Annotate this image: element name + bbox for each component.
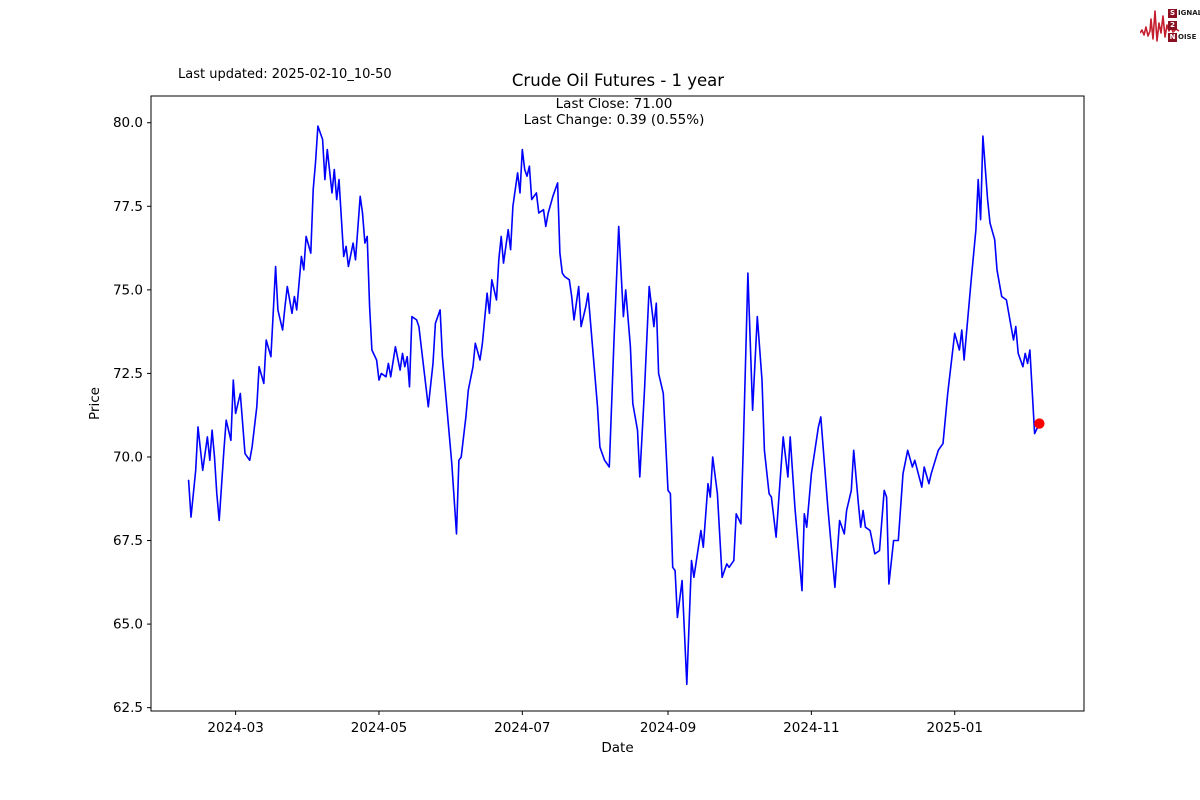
logo-box-2: 2 [1168,20,1177,30]
x-tick-label: 2024-07 [494,720,550,736]
logo-box-n: N [1168,32,1177,42]
y-tick-label: 77.5 [113,199,143,215]
logo-text-ignal: IGNAL [1178,9,1200,17]
x-tick-label: 2024-09 [640,720,696,736]
last-close-marker [1034,418,1045,429]
logo-box-s: S [1168,8,1177,18]
last-updated-label: Last updated: 2025-02-10_10-50 [178,67,392,82]
price-line [187,125,1041,686]
y-axis-label: Price [87,387,103,420]
y-tick-label: 72.5 [113,366,143,382]
logo-line-2: 2 [1168,19,1200,31]
logo-text: S IGNAL 2 N OISE [1168,7,1200,43]
x-tick-label: 2024-11 [783,720,839,736]
y-tick-label: 65.0 [113,617,143,633]
x-tick-label: 2024-03 [207,720,263,736]
axes-frame [150,95,1085,712]
signal2noise-logo: S IGNAL 2 N OISE [1140,4,1200,48]
x-axis-label: Date [601,740,633,756]
y-tick-label: 80.0 [113,115,143,131]
x-tick-label: 2025-01 [927,720,983,736]
last-change-line: Last Change: 0.39 (0.55%) [523,111,705,128]
logo-text-oise: OISE [1178,33,1197,41]
last-close-annotation: Last Close: 71.00 Last Change: 0.39 (0.5… [0,96,1200,128]
y-tick-label: 70.0 [113,449,143,465]
last-close-line: Last Close: 71.00 [555,96,673,112]
x-tick-label: 2024-05 [351,720,407,736]
logo-line-noise: N OISE [1168,31,1200,43]
logo-line-signal: S IGNAL [1168,7,1200,19]
chart-title: Crude Oil Futures - 1 year [511,71,725,90]
y-tick-label: 62.5 [113,700,143,716]
y-tick-label: 75.0 [113,282,143,298]
y-tick-label: 67.5 [113,533,143,549]
